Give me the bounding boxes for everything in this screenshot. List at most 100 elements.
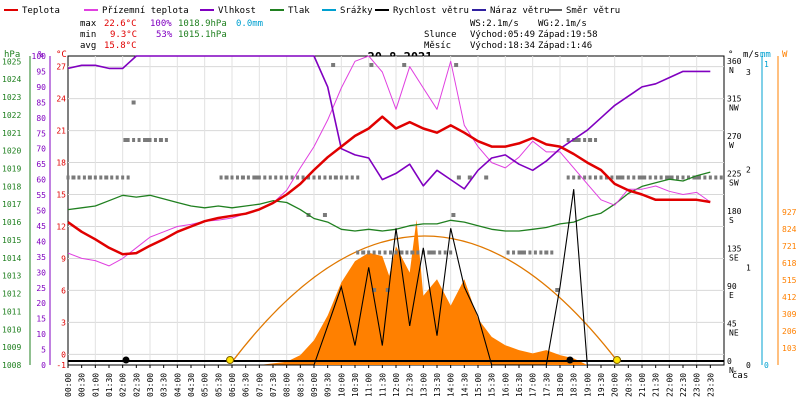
hpa-axis-label: hPa	[4, 50, 20, 60]
wind-dir-point	[604, 175, 608, 180]
wind-dir-point	[719, 175, 723, 180]
wind-dir-point	[640, 175, 644, 180]
x-tick-label: 16:30	[515, 373, 524, 397]
wind-dir-point	[610, 175, 614, 180]
wind-dir-point	[432, 250, 436, 255]
wind-dir-point	[456, 175, 461, 180]
hpa-tick: 1017	[2, 200, 21, 209]
direction-tick: 270	[727, 132, 742, 141]
wind-dir-point	[467, 175, 472, 180]
legend-label: Srážky	[340, 6, 373, 16]
legend-label: Tlak	[288, 6, 310, 16]
wind-dir-point	[583, 175, 587, 180]
x-tick-label: 22:30	[679, 373, 688, 397]
wind-dir-point	[566, 138, 570, 142]
wind-dir-point	[71, 175, 75, 180]
wind-dir-point	[421, 250, 425, 255]
wind-dir-point	[307, 175, 311, 180]
percent-tick: 60	[36, 176, 46, 185]
x-tick-label: 20:30	[624, 373, 633, 397]
wind-dir-point	[356, 175, 360, 180]
stats-max-press: 1018.9hPa	[178, 19, 227, 29]
percent-tick: 40	[36, 237, 46, 246]
wind-dir-point	[345, 175, 349, 180]
x-tick-label: 19:30	[597, 373, 606, 397]
x-tick-label: 23:30	[706, 373, 715, 397]
wind-dir-point	[694, 175, 699, 180]
hpa-tick: 1008	[2, 361, 21, 370]
legend-label: Rychlost větru	[393, 6, 469, 16]
direction-tick: 225	[727, 170, 742, 179]
wind-dir-point	[714, 175, 718, 180]
wind-dir-point	[254, 175, 259, 180]
wind-dir-point	[153, 138, 157, 142]
direction-axis-label: °	[728, 50, 733, 60]
wind-dir-point	[394, 250, 398, 255]
hpa-tick: 1016	[2, 218, 21, 227]
stats-min-hum: 53%	[156, 30, 173, 40]
celsius-tick: 3	[61, 318, 66, 327]
wind-dir-point	[659, 175, 663, 180]
ws-value: WS:2.1m/s	[470, 19, 519, 29]
wind-dir-point	[323, 175, 327, 180]
wind-dir-point	[618, 175, 623, 180]
wind-dir-point	[416, 250, 420, 255]
hpa-tick: 1020	[2, 147, 21, 156]
wind-dir-point	[626, 175, 630, 180]
wind-dir-point	[506, 250, 510, 255]
wind-dir-point	[279, 175, 283, 180]
celsius-tick: 0	[61, 350, 66, 359]
percent-tick: 20	[36, 299, 46, 308]
percent-tick: 30	[36, 268, 46, 277]
wind-dir-point	[643, 175, 647, 180]
wind-dir-point	[599, 175, 603, 180]
celsius-tick: 21	[56, 127, 66, 136]
wind-dir-point	[566, 175, 570, 180]
ms-tick: 2	[746, 166, 751, 175]
x-tick-label: 00:30	[78, 373, 87, 397]
wind-dir-point	[145, 138, 150, 142]
wm2-tick: 103	[782, 344, 797, 353]
x-tick-label: 13:30	[433, 373, 442, 397]
celsius-tick: 9	[61, 254, 66, 263]
moonrise-marker	[566, 356, 574, 364]
ms-tick: 0	[746, 361, 751, 370]
stats-min-temp: 9.3°C	[110, 30, 137, 40]
direction-name: NE	[729, 329, 739, 338]
wind-dir-point	[385, 288, 390, 292]
wind-dir-point	[372, 288, 377, 292]
x-tick-label: 01:30	[105, 373, 114, 397]
wind-dir-point	[241, 175, 245, 180]
wind-dir-point	[544, 250, 548, 255]
wind-dir-point	[159, 138, 163, 142]
wind-dir-point	[99, 175, 103, 180]
moonrise: Východ:18:34	[470, 41, 535, 51]
wm2-tick: 412	[782, 293, 797, 302]
percent-tick: 65	[36, 160, 46, 169]
wind-dir-point	[621, 175, 625, 180]
wind-dir-point	[533, 250, 537, 255]
x-tick-label: 05:30	[214, 373, 223, 397]
wind-dir-point	[697, 175, 701, 180]
wind-dir-point	[594, 138, 598, 142]
wind-dir-point	[93, 175, 97, 180]
wg-value: WG:2.1m/s	[538, 19, 587, 29]
wind-speed-line	[68, 189, 711, 366]
wind-dir-point	[438, 250, 442, 255]
stats-min-label: min	[80, 30, 96, 40]
percent-tick: 45	[36, 222, 46, 231]
wind-dir-point	[708, 175, 712, 180]
percent-tick: 70	[36, 145, 46, 154]
wind-dir-point	[77, 175, 81, 180]
wind-dir-point	[443, 250, 447, 255]
celsius-tick: 15	[56, 191, 66, 200]
x-tick-label: 14:30	[460, 373, 469, 397]
wind-dir-point	[519, 250, 524, 255]
stats-min-press: 1015.1hPa	[178, 30, 227, 40]
axes: hPa1008100910101011101210131014101510161…	[2, 50, 797, 397]
hpa-tick: 1019	[2, 165, 21, 174]
wind-dir-point	[66, 175, 70, 180]
wind-dir-point	[574, 138, 579, 142]
wind-dir-point	[225, 175, 229, 180]
direction-name: N	[729, 366, 734, 375]
